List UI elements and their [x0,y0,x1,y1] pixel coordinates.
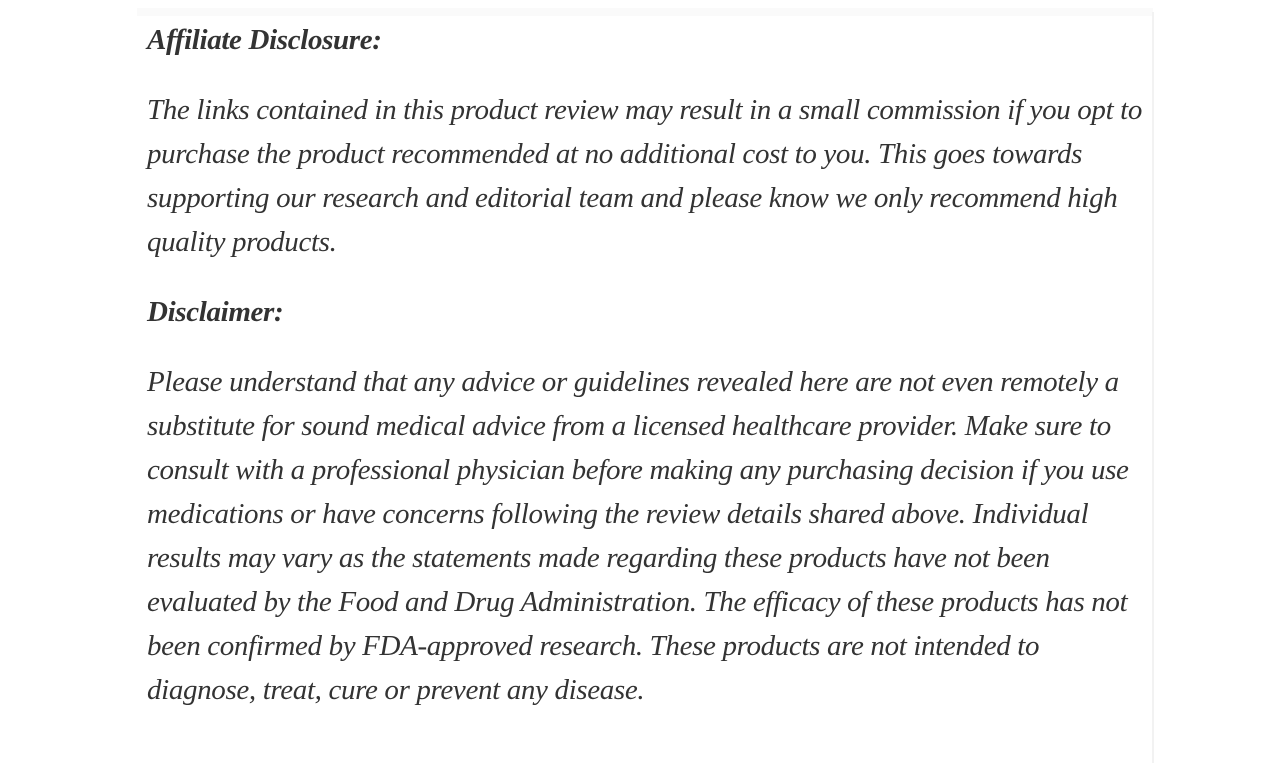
disclaimer-heading: Disclaimer: [147,296,284,328]
content-right-divider [1152,12,1154,763]
article-content: Affiliate Disclosure: The links containe… [147,0,1153,738]
disclaimer-paragraph: Please understand that any advice or gui… [147,366,1129,706]
affiliate-disclosure-heading: Affiliate Disclosure: [147,24,382,56]
section-divider-strip [137,8,1153,16]
affiliate-disclosure-paragraph: The links contained in this product revi… [147,94,1143,258]
